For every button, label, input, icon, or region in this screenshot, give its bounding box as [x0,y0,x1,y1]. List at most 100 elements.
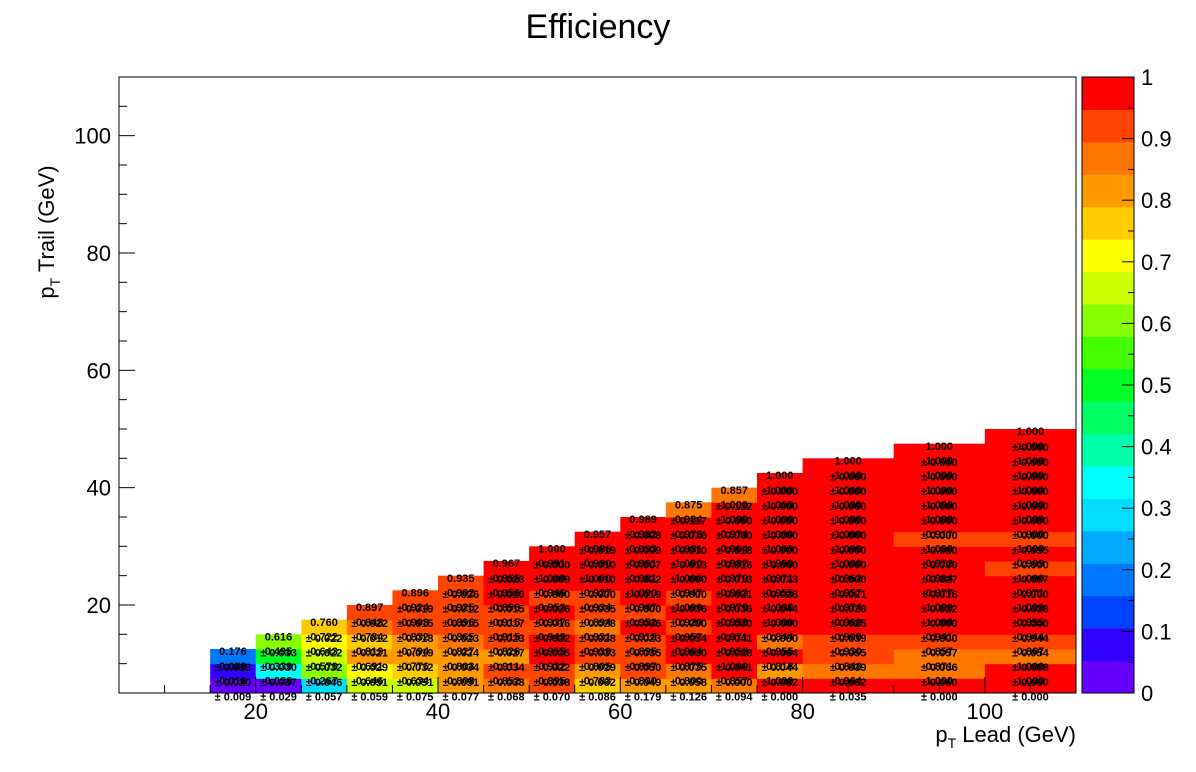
cell-value-label: 0.986 [584,543,612,555]
heatmap-cell [893,605,986,621]
heatmap-cell [301,663,348,679]
heatmap-cell [438,590,485,606]
cell-value-label: 0.952 [629,617,657,629]
cell-value-label: 0.794 [401,646,429,658]
heatmap-cell [711,678,758,694]
cell-error-label: ± 0.035 [670,662,707,674]
cell-error-label: ± 0.000 [579,589,616,601]
cell-value-label: 0.939 [584,646,612,658]
cell-value-label: 0.924 [401,602,429,614]
cell-error-label: ± 0.016 [921,589,958,601]
heatmap-cell [757,531,804,547]
cell-value-label: 0.967 [493,558,521,570]
cell-value-label: 0.984 [675,514,703,526]
cell-error-label: ± 0.023 [488,574,525,586]
cell-value-label: 1.000 [1017,514,1045,526]
cell-error-label: ± 0.021 [716,589,753,601]
cell-error-label: ± 0.066 [921,662,958,674]
heatmap-cell [255,678,302,694]
cell-value-label: 0.783 [584,675,612,687]
cell-error-label: ± 0.000 [761,530,798,542]
cell-value-label: 0.927 [584,587,612,599]
heatmap-cell [574,546,621,562]
heatmap-cell [346,663,393,679]
heatmap-cell [711,663,758,679]
cell-value-label: 0.947 [629,602,657,614]
cell-error-label: ± 0.038 [488,677,525,689]
cell-error-label: ± 0.015 [488,603,525,615]
cell-error-label: ± 0.087 [1012,574,1049,586]
x-axis-title-rest: Lead (GeV) [956,722,1076,747]
heatmap-cell [893,487,986,503]
cell-value-label: 0.987 [720,558,748,570]
cell-value-label: 0.955 [766,646,794,658]
cell-error-label: ± 0.044 [761,662,799,674]
cell-value-label: 0.915 [493,617,521,629]
heatmap-cell [711,575,758,591]
cell-error-label: ± 0.035 [579,603,616,615]
heatmap-cell [620,605,667,621]
cell-value-label: 0.958 [720,617,748,629]
cell-error-label: ± 0.012 [351,633,388,645]
heatmap-cell [802,473,895,489]
cell-value-label: 1.000 [629,587,657,599]
x-axis: 20 40 60 80 100 [164,677,1031,724]
color-scale-segment [1082,109,1134,143]
cell-error-label: ± 0.070 [534,691,571,703]
cell-value-label: 0.865 [447,631,475,643]
cell-value-label: 0.949 [538,631,566,643]
heatmap-cell [392,619,439,635]
color-scale-segment [1082,206,1134,240]
heatmap-cell [802,619,895,635]
heatmap-cell [346,619,393,635]
cell-error-label: ± 0.000 [830,574,867,586]
heatmap-cells [210,429,1077,694]
cell-value-label: 0.857 [926,646,954,658]
cell-error-label: ± 0.000 [670,589,707,601]
cell-error-label: ± 0.009 [534,574,571,586]
heatmap-cell [665,546,712,562]
cell-error-label: ± 0.126 [670,691,707,703]
cell-error-label: ± 0.046 [306,677,343,689]
cell-value-label: 0.964 [675,646,703,658]
cell-error-label: ± 0.035 [625,647,662,659]
cell-error-label: ± 0.025 [830,618,867,630]
cell-value-label: 1.000 [766,499,794,511]
heatmap-cell [620,575,667,591]
y-tick-label: 80 [87,241,111,266]
heatmap-cell [802,590,895,606]
cell-error-label: ± 0.016 [670,530,707,542]
cell-error-label: ± 0.000 [830,545,867,557]
cell-error-label: ± 0.000 [761,633,798,645]
cell-error-label: ± 0.000 [1012,530,1049,542]
cell-value-label: 1.000 [675,558,703,570]
cell-error-label: ± 0.086 [579,691,616,703]
heatmap-cell [893,502,986,518]
heatmap-cell [346,649,393,665]
plot-frame [118,76,1077,694]
cell-value-label: 1.000 [766,602,794,614]
heatmap-cell [757,605,804,621]
cell-value-label: 1.000 [834,485,862,497]
cell-value-label: 1.000 [1017,661,1045,673]
cell-value-label: 0.897 [356,602,384,614]
cell-error-label: ± 0.057 [306,691,343,703]
y-tick-label: 40 [87,476,111,501]
color-scale-segment [1082,239,1134,273]
cell-value-label: 0.991 [538,558,566,570]
heatmap-cell [620,546,667,562]
cell-value-label: 0.903 [401,617,429,629]
heatmap-cell [529,649,576,665]
heatmap-cell [620,649,667,665]
heatmap-cell [984,458,1077,474]
cell-value-label: 0.971 [1017,587,1045,599]
heatmap-cell [711,649,758,665]
cell-value-label: 0.857 [720,485,748,497]
cell-error-label: ± 0.062 [830,677,867,689]
cell-value-label: 1.000 [584,573,612,585]
heatmap-cell [392,634,439,650]
heatmap-cell [438,663,485,679]
cell-error-label: ± 0.060 [921,677,958,689]
heatmap-cell [711,487,758,503]
cell-value-label: 0.643 [310,646,338,658]
